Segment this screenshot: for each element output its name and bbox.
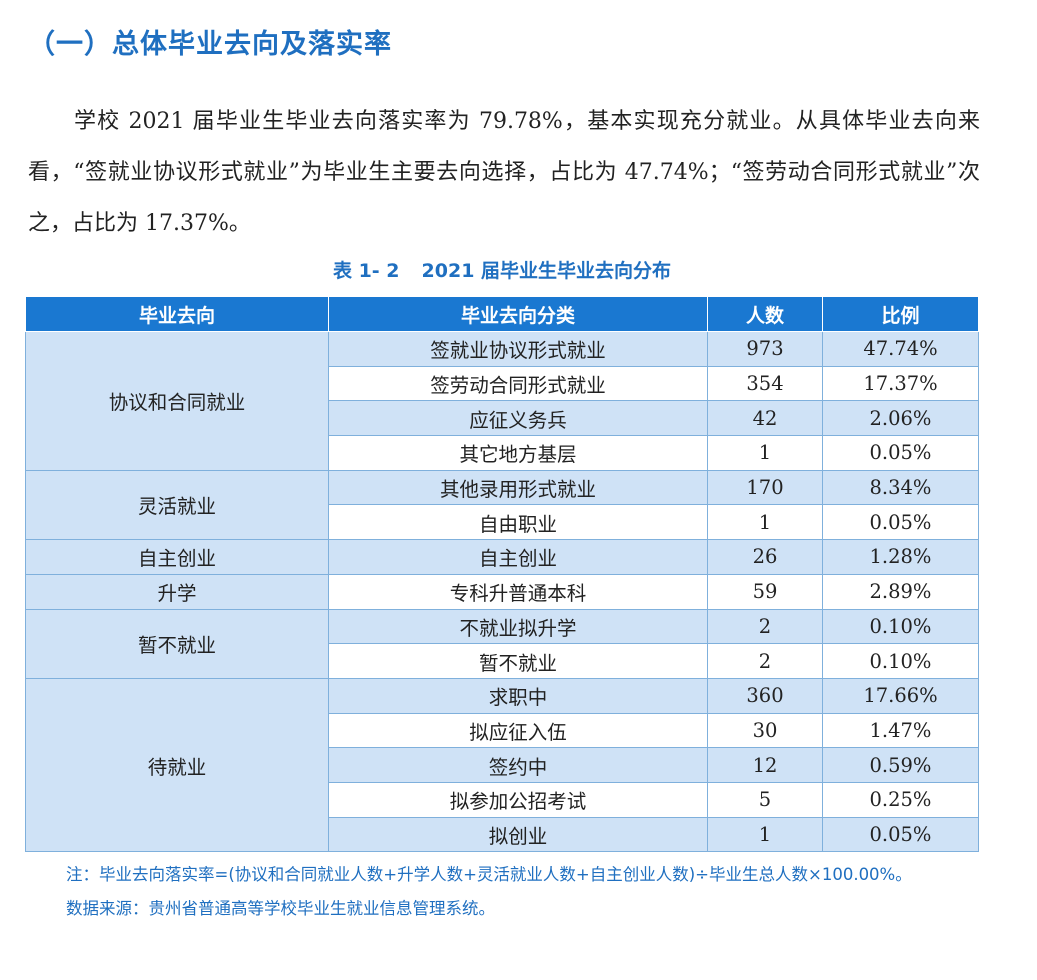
table-row: 协议和合同就业 签就业协议形式就业 973 47.74% bbox=[25, 331, 979, 471]
category-cell: 不就业拟升学 bbox=[328, 608, 708, 645]
count-cell: 170 bbox=[707, 469, 823, 506]
ratio-cell: 17.66% bbox=[822, 677, 979, 714]
header-category: 毕业去向分类 bbox=[328, 296, 708, 332]
table-number: 表 1- 2 bbox=[332, 260, 400, 282]
destination-group-cell: 协议和合同就业 bbox=[25, 331, 329, 471]
ratio-cell: 0.05% bbox=[822, 435, 979, 471]
table-row: 待就业 求职中 360 17.66% bbox=[25, 677, 979, 853]
count-cell: 2 bbox=[707, 608, 823, 645]
category-cell: 签约中 bbox=[328, 747, 708, 783]
table-header-row: 毕业去向 毕业去向分类 人数 比例 bbox=[25, 296, 979, 332]
category-cell: 其它地方基层 bbox=[328, 435, 708, 471]
table-row: 自由职业 1 0.05% bbox=[26, 504, 979, 541]
table-row: 拟创业 1 0.05% bbox=[26, 816, 979, 853]
table-row: 其它地方基层 1 0.05% bbox=[26, 435, 979, 471]
category-cell: 应征义务兵 bbox=[328, 400, 708, 437]
summary-text: 学校 2021 届毕业生毕业去向落实率为 79.78%，基本实现充分就业。从具体… bbox=[28, 109, 980, 236]
count-cell: 973 bbox=[707, 331, 823, 367]
table-row: 暂不就业 不就业拟升学 2 0.10% bbox=[25, 608, 979, 679]
count-cell: 354 bbox=[707, 365, 823, 402]
destination-table: 毕业去向 毕业去向分类 人数 比例 协议和合同就业 签就业协议形式就业 973 47.… bbox=[25, 296, 979, 853]
category-cell: 其他录用形式就业 bbox=[328, 469, 708, 506]
ratio-cell: 1.28% bbox=[822, 539, 979, 575]
table-body: 协议和合同就业 签就业协议形式就业 973 47.74% 签劳动合同形式就业 354 17.… bbox=[25, 331, 979, 853]
destination-group-cell: 升学 bbox=[25, 573, 329, 610]
table-row: 升学 专科升普通本科 59 2.89% bbox=[25, 573, 979, 610]
category-cell: 自由职业 bbox=[328, 504, 708, 541]
table-row: 灵活就业 其他录用形式就业 170 8.34% bbox=[25, 469, 979, 541]
summary-paragraph: 学校 2021 届毕业生毕业去向落实率为 79.78%，基本实现充分就业。从具体… bbox=[28, 96, 980, 249]
count-cell: 12 bbox=[707, 747, 823, 783]
category-cell: 自主创业 bbox=[328, 539, 708, 575]
category-cell: 专科升普通本科 bbox=[328, 573, 708, 610]
ratio-cell: 0.10% bbox=[822, 608, 979, 645]
note-source: 数据来源：贵州省普通高等学校毕业生就业信息管理系统。 bbox=[66, 899, 495, 918]
section-title: （一）总体毕业去向及落实率 bbox=[28, 29, 392, 60]
category-cell: 求职中 bbox=[328, 677, 708, 714]
ratio-cell: 1.47% bbox=[822, 712, 979, 749]
header-count: 人数 bbox=[707, 296, 823, 332]
table-row: 签约中 12 0.59% bbox=[26, 747, 979, 783]
count-cell: 42 bbox=[707, 400, 823, 437]
count-cell: 59 bbox=[707, 573, 823, 610]
ratio-cell: 8.34% bbox=[822, 469, 979, 506]
destination-group-cell: 自主创业 bbox=[25, 539, 329, 575]
table-row: 应征义务兵 42 2.06% bbox=[26, 400, 979, 437]
table-row: 签劳动合同形式就业 354 17.37% bbox=[26, 365, 979, 402]
ratio-cell: 0.05% bbox=[822, 504, 979, 541]
count-cell: 1 bbox=[707, 504, 823, 541]
count-cell: 360 bbox=[707, 677, 823, 714]
table-row: 暂不就业 2 0.10% bbox=[26, 643, 979, 679]
ratio-cell: 2.06% bbox=[822, 400, 979, 437]
count-cell: 2 bbox=[707, 643, 823, 679]
category-cell: 拟参加公招考试 bbox=[328, 781, 708, 818]
category-cell: 拟创业 bbox=[328, 816, 708, 853]
table-title: 2021 届毕业生毕业去向分布 bbox=[421, 260, 672, 282]
ratio-cell: 0.59% bbox=[822, 747, 979, 783]
category-cell: 签劳动合同形式就业 bbox=[328, 365, 708, 402]
category-cell: 暂不就业 bbox=[328, 643, 708, 679]
count-cell: 1 bbox=[707, 816, 823, 853]
ratio-cell: 47.74% bbox=[822, 331, 979, 367]
notes: 注：毕业去向落实率=(协议和合同就业人数+升学人数+灵活就业人数+自主创业人数)… bbox=[28, 858, 983, 926]
count-cell: 5 bbox=[707, 781, 823, 818]
count-cell: 26 bbox=[707, 539, 823, 575]
count-cell: 30 bbox=[707, 712, 823, 749]
count-cell: 1 bbox=[707, 435, 823, 471]
note-formula: 注：毕业去向落实率=(协议和合同就业人数+升学人数+灵活就业人数+自主创业人数)… bbox=[66, 865, 912, 884]
ratio-cell: 0.10% bbox=[822, 643, 979, 679]
destination-group-cell: 灵活就业 bbox=[25, 469, 329, 541]
ratio-cell: 2.89% bbox=[822, 573, 979, 610]
table-row: 拟参加公招考试 5 0.25% bbox=[26, 781, 979, 818]
header-destination: 毕业去向 bbox=[25, 296, 329, 332]
category-cell: 签就业协议形式就业 bbox=[328, 331, 708, 367]
ratio-cell: 0.25% bbox=[822, 781, 979, 818]
ratio-cell: 17.37% bbox=[822, 365, 979, 402]
header-ratio: 比例 bbox=[822, 296, 979, 332]
table-caption: 表 1- 2 2021 届毕业生毕业去向分布 bbox=[0, 256, 1004, 283]
table-row: 自主创业 自主创业 26 1.28% bbox=[25, 539, 979, 575]
category-cell: 拟应征入伍 bbox=[328, 712, 708, 749]
table-row: 拟应征入伍 30 1.47% bbox=[26, 712, 979, 749]
ratio-cell: 0.05% bbox=[822, 816, 979, 853]
destination-group-cell: 待就业 bbox=[25, 677, 329, 853]
destination-group-cell: 暂不就业 bbox=[25, 608, 329, 679]
